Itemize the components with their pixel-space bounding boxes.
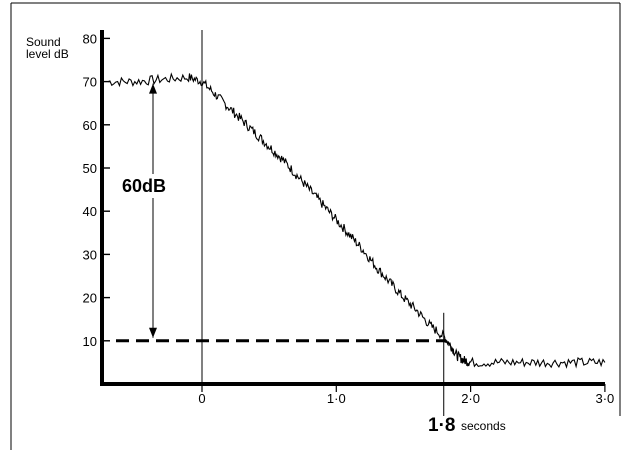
x-tick-label: 0 bbox=[198, 391, 205, 406]
decay-time-unit: seconds bbox=[461, 419, 506, 433]
y-axis-label-line-1: Sound bbox=[26, 35, 61, 49]
x-ticks: 0 1·0 2·0 3·0 bbox=[198, 384, 614, 406]
y-axis-label-line-2: level dB bbox=[26, 47, 69, 61]
y-ticks: 10 20 30 40 50 60 70 80 bbox=[83, 31, 110, 349]
decay-time-value: 1·8 bbox=[428, 415, 455, 436]
y-tick-label: 50 bbox=[83, 161, 97, 176]
drop-label: 60dB bbox=[122, 176, 166, 196]
y-tick-label: 70 bbox=[83, 75, 97, 90]
drop-label-background bbox=[120, 174, 182, 198]
y-tick-label: 80 bbox=[83, 31, 97, 46]
x-tick-label: 1·0 bbox=[327, 391, 346, 406]
y-tick-label: 60 bbox=[83, 118, 97, 133]
series-line-sound-level bbox=[107, 72, 606, 369]
y-tick-label: 40 bbox=[83, 204, 97, 219]
y-tick-label: 20 bbox=[83, 291, 97, 306]
arrow-head-down-icon bbox=[149, 327, 157, 338]
x-tick-label: 3·0 bbox=[596, 391, 615, 406]
y-tick-label: 30 bbox=[83, 247, 97, 262]
x-tick-label: 2·0 bbox=[461, 391, 480, 406]
arrow-head-up-icon bbox=[149, 83, 157, 94]
y-tick-label: 10 bbox=[83, 334, 97, 349]
